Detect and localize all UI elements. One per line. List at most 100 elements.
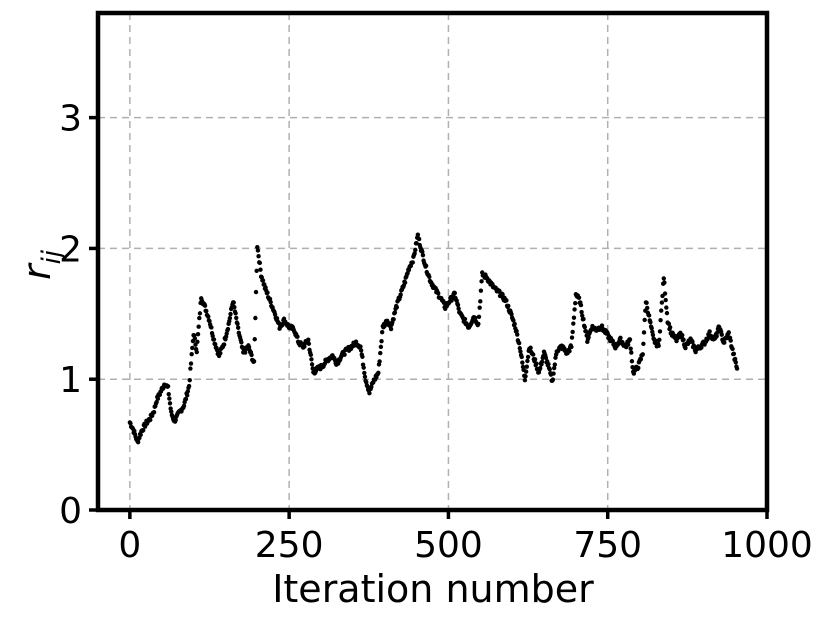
data-point bbox=[551, 371, 556, 376]
data-point bbox=[258, 267, 263, 272]
plot-frame bbox=[95, 10, 770, 513]
data-point bbox=[234, 315, 239, 321]
y-axis-label-main: r bbox=[15, 262, 59, 280]
data-point bbox=[581, 316, 586, 322]
data-point bbox=[308, 352, 314, 358]
data-point bbox=[586, 335, 591, 340]
data-point bbox=[206, 314, 211, 319]
data-point bbox=[681, 337, 686, 342]
data-point bbox=[627, 337, 633, 342]
data-point bbox=[550, 377, 556, 382]
data-point bbox=[165, 384, 171, 389]
data-point bbox=[571, 321, 576, 326]
data-point bbox=[547, 367, 552, 372]
data-point bbox=[662, 291, 668, 296]
data-point bbox=[657, 337, 662, 342]
data-point bbox=[516, 340, 522, 346]
y-axis-label: rij bbox=[15, 249, 67, 280]
data-point bbox=[378, 344, 384, 350]
data-point bbox=[148, 417, 153, 423]
data-point bbox=[342, 352, 347, 357]
data-point bbox=[506, 303, 511, 309]
data-point bbox=[209, 325, 214, 330]
data-point bbox=[522, 377, 528, 383]
data-point bbox=[732, 356, 738, 362]
data-point bbox=[580, 313, 585, 318]
data-point bbox=[523, 374, 528, 379]
data-point bbox=[253, 289, 259, 295]
data-point bbox=[221, 342, 227, 347]
data-point bbox=[362, 374, 368, 379]
data-point bbox=[402, 280, 408, 285]
data-point bbox=[733, 360, 738, 365]
data-point bbox=[726, 330, 731, 335]
data-point bbox=[239, 340, 244, 345]
data-point bbox=[362, 370, 367, 376]
data-point bbox=[659, 300, 665, 305]
data-point bbox=[664, 310, 670, 316]
data-point bbox=[412, 251, 417, 256]
data-point bbox=[546, 361, 551, 367]
data-point bbox=[436, 291, 441, 296]
data-point bbox=[477, 305, 482, 310]
data-point bbox=[645, 305, 650, 311]
data-point bbox=[662, 280, 667, 285]
x-tick-label: 250 bbox=[255, 525, 324, 566]
data-point bbox=[414, 241, 419, 246]
data-point bbox=[571, 315, 577, 320]
data-point bbox=[719, 332, 724, 337]
data-point bbox=[358, 344, 363, 349]
x-tick-label: 1000 bbox=[721, 525, 813, 566]
data-point bbox=[552, 362, 558, 367]
data-point bbox=[155, 396, 161, 401]
data-point bbox=[478, 288, 484, 293]
data-point bbox=[642, 317, 647, 323]
data-point bbox=[511, 318, 516, 323]
data-point bbox=[194, 349, 199, 355]
data-point bbox=[249, 352, 254, 358]
data-point bbox=[423, 263, 429, 268]
data-point bbox=[640, 352, 645, 357]
data-point bbox=[641, 330, 647, 335]
data-point bbox=[722, 340, 727, 345]
data-point bbox=[658, 317, 663, 323]
data-point bbox=[528, 345, 533, 350]
data-point bbox=[629, 350, 634, 355]
data-point bbox=[185, 389, 191, 394]
data-point bbox=[413, 247, 418, 253]
data-point bbox=[398, 292, 403, 297]
data-point bbox=[539, 359, 545, 365]
data-point bbox=[650, 332, 656, 338]
data-point bbox=[306, 341, 312, 346]
data-points bbox=[127, 232, 740, 445]
data-point bbox=[618, 335, 623, 341]
data-point bbox=[367, 390, 372, 396]
data-point bbox=[169, 409, 174, 414]
data-point bbox=[228, 311, 233, 317]
axis-ticks: 0 250 500 750 1000 0 1 2 3 bbox=[59, 99, 813, 566]
data-point bbox=[260, 278, 266, 283]
data-point bbox=[427, 274, 432, 280]
data-point bbox=[518, 349, 523, 354]
data-point bbox=[394, 305, 400, 310]
data-point bbox=[667, 325, 673, 330]
data-point bbox=[734, 366, 740, 371]
data-point bbox=[210, 333, 215, 339]
data-point bbox=[295, 334, 300, 339]
data-point bbox=[520, 360, 525, 365]
data-point bbox=[512, 321, 517, 327]
data-point bbox=[569, 344, 574, 350]
data-point bbox=[628, 346, 633, 351]
data-point bbox=[211, 337, 217, 342]
x-tick-label: 500 bbox=[414, 525, 483, 566]
data-point bbox=[519, 354, 524, 360]
data-point bbox=[525, 358, 530, 364]
data-point bbox=[128, 421, 133, 426]
data-point bbox=[379, 339, 384, 344]
data-point bbox=[254, 268, 259, 274]
data-point bbox=[730, 346, 735, 352]
y-tick-label: 3 bbox=[59, 99, 82, 140]
data-point bbox=[648, 319, 653, 325]
data-point bbox=[666, 321, 672, 327]
data-point bbox=[135, 439, 141, 445]
